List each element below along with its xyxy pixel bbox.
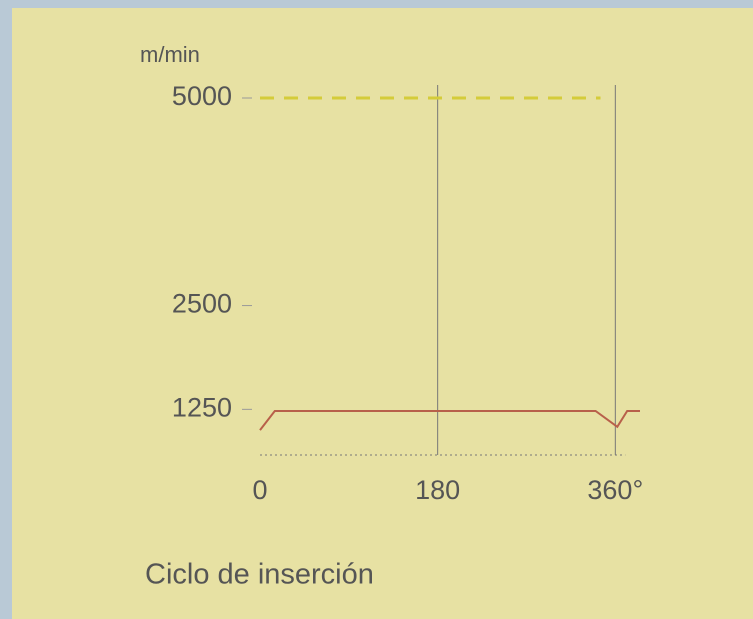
x-tick-label: 360° (587, 475, 643, 505)
panel (12, 8, 753, 619)
x-tick-label: 0 (252, 475, 267, 505)
x-axis-title: Ciclo de inserción (145, 559, 374, 591)
y-unit: m/min (140, 42, 200, 67)
y-tick-label: 2500 (172, 289, 232, 319)
y-tick-label: 1250 (172, 392, 232, 422)
series-line (259, 409, 640, 431)
y-tick-label: 5000 (172, 81, 232, 111)
x-tick-label: 180 (415, 475, 460, 505)
